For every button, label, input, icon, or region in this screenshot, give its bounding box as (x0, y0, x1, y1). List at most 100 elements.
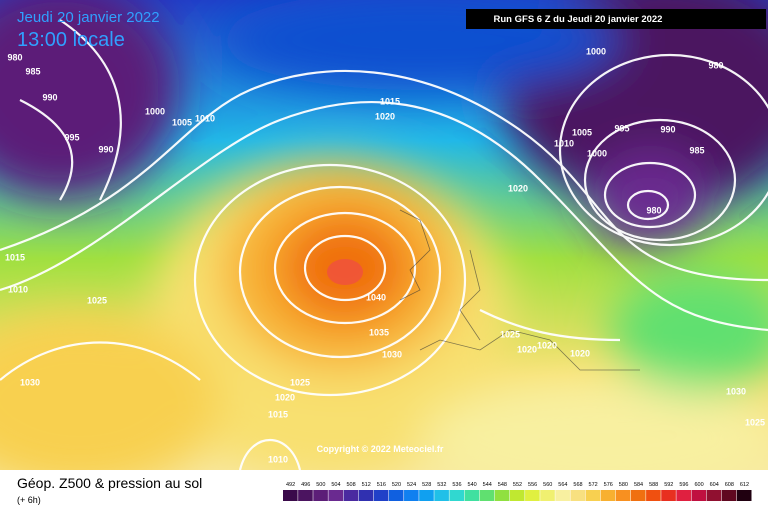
isobar-label: 995 (64, 132, 79, 142)
legend-label: 596 (679, 482, 688, 488)
isobar-label: 1030 (20, 377, 40, 387)
legend-label: 516 (377, 482, 386, 488)
isobar-label: 1000 (587, 148, 607, 158)
isobar-label: 1000 (145, 106, 165, 116)
legend-label: 540 (468, 482, 477, 488)
isobar-label: 1010 (268, 454, 288, 464)
isobar-label: 1025 (745, 417, 765, 427)
isobar-label: 1020 (570, 348, 590, 358)
isobar-label: 1010 (195, 113, 215, 123)
isobar-label: 1015 (5, 252, 25, 262)
legend-swatch (676, 490, 691, 501)
legend-label: 580 (619, 482, 628, 488)
isobar-label: 1035 (369, 327, 389, 337)
legend-label: 592 (664, 482, 673, 488)
legend-swatch (283, 490, 298, 501)
legend-label: 508 (346, 482, 355, 488)
run-box (466, 9, 766, 29)
legend-swatch (298, 490, 313, 501)
legend-swatch (555, 490, 570, 501)
isobar-label: 1010 (554, 138, 574, 148)
legend-swatch (449, 490, 465, 501)
legend-swatch (494, 490, 510, 501)
isobar-label: 1020 (517, 344, 537, 354)
legend-label: 524 (407, 482, 416, 488)
isobar-label: 1030 (726, 386, 746, 396)
legend-label: 496 (301, 482, 310, 488)
legend-label: 548 (498, 482, 507, 488)
legend-swatch (615, 490, 631, 501)
legend-label: 552 (513, 482, 522, 488)
caption-lead: (+ 6h) (17, 495, 41, 505)
legend-label: 520 (392, 482, 401, 488)
legend-label: 500 (316, 482, 325, 488)
legend-swatch (630, 490, 646, 501)
legend-swatch (464, 490, 480, 501)
isobar-label: 1020 (375, 111, 395, 121)
isobar-label: 1025 (290, 377, 310, 387)
legend-swatch (646, 490, 661, 501)
legend-label: 584 (634, 482, 643, 488)
legend-swatch (706, 490, 722, 501)
isobar-label: 980 (708, 60, 723, 70)
isobar-label: 995 (614, 123, 629, 133)
legend-label: 576 (604, 482, 613, 488)
isobar-label: 1000 (586, 46, 606, 56)
legend-label: 532 (437, 482, 446, 488)
legend-label: 560 (543, 482, 552, 488)
legend-swatch (328, 490, 344, 501)
legend-swatch (479, 490, 495, 501)
caption-title: Géop. Z500 & pression au sol (17, 475, 202, 491)
run-info: Run GFS 6 Z du Jeudi 20 janvier 2022 (494, 14, 663, 25)
date: Jeudi 20 janvier 2022 (17, 9, 160, 26)
legend-label: 564 (558, 482, 567, 488)
isobar-label: 1015 (268, 409, 288, 419)
legend-label: 588 (649, 482, 658, 488)
isobar-label: 990 (660, 124, 675, 134)
legend-swatch (736, 490, 752, 501)
isobar-label: 1005 (172, 117, 192, 127)
isobar-label: 990 (42, 92, 57, 102)
legend-swatch (404, 490, 419, 501)
copyright: Copyright © 2022 Meteociel.fr (317, 444, 444, 454)
legend-label: 528 (422, 482, 431, 488)
legend-swatch (373, 490, 389, 501)
isobar-label: 1010 (8, 284, 28, 294)
legend-swatch (509, 490, 525, 501)
isobar-label: 1020 (275, 392, 295, 402)
legend-label: 604 (710, 482, 719, 488)
legend-swatch (313, 490, 328, 501)
map-field (0, 0, 768, 470)
isobar-label: 1030 (382, 349, 402, 359)
legend-swatch (388, 490, 404, 501)
isobar-label: 1020 (508, 183, 528, 193)
isobar-label: 985 (689, 145, 704, 155)
legend-label: 572 (589, 482, 598, 488)
legend-swatch (343, 490, 359, 501)
legend-label: 600 (694, 482, 703, 488)
legend-swatch (600, 490, 616, 501)
legend-label: 492 (286, 482, 295, 488)
legend-swatch (358, 490, 374, 501)
legend-label: 512 (362, 482, 371, 488)
isobar-label: 1020 (537, 340, 557, 350)
legend-swatch (661, 490, 676, 501)
isobar-label: 985 (25, 66, 40, 76)
legend-label: 568 (573, 482, 582, 488)
legend-swatch (721, 490, 737, 501)
legend-label: 612 (740, 482, 749, 488)
isobar-label: 1015 (380, 96, 400, 106)
legend-swatch (525, 490, 540, 501)
isobar-label: 1040 (366, 292, 386, 302)
legend-label: 556 (528, 482, 537, 488)
legend-swatch (691, 490, 707, 501)
isobar-label: 990 (98, 144, 113, 154)
legend-swatch (585, 490, 601, 501)
legend-swatch (570, 490, 586, 501)
isobar-label: 1005 (572, 127, 592, 137)
isobar-label: 1025 (500, 329, 520, 339)
legend-swatch (540, 490, 555, 501)
legend-label: 608 (725, 482, 734, 488)
legend-label: 544 (483, 482, 492, 488)
